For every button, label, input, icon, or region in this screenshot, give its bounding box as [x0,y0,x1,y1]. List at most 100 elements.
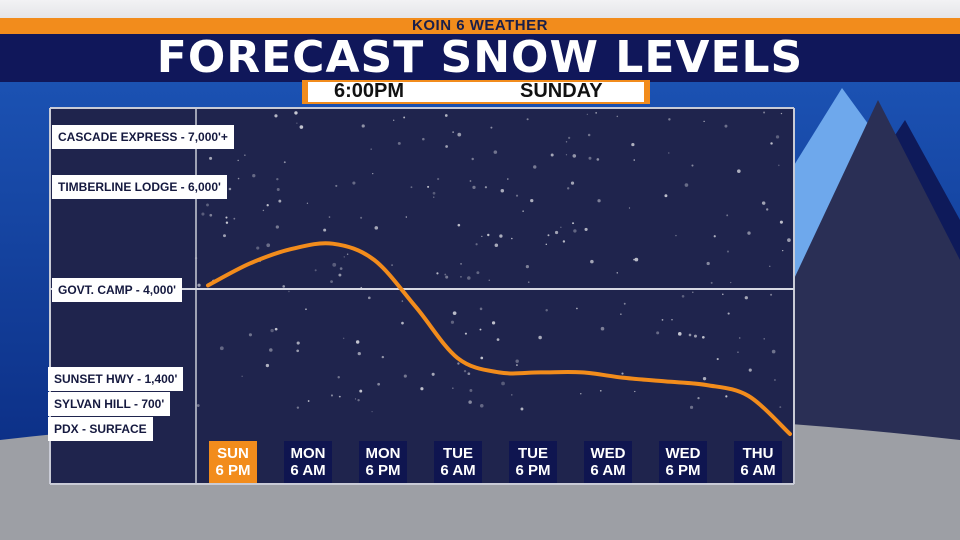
snowflake [209,213,213,217]
snowflake [744,296,748,300]
snowflake [427,185,430,188]
snowflake [296,349,300,353]
snowflake [306,202,309,204]
snowflake [584,227,588,232]
snowflake [233,217,236,220]
x-tick-time: 6 AM [440,462,476,479]
snowflake [634,390,636,393]
snowflake [567,187,570,190]
snowflake [493,150,498,154]
snowflake [241,375,243,378]
snowflake [201,212,205,216]
snowflake [787,238,791,242]
snowflake [716,357,719,361]
snowflake [779,406,782,409]
snowflake [237,159,239,162]
snowflake [725,395,728,398]
snowflake [339,267,343,270]
snowflake [338,273,342,277]
snowflake [209,156,213,160]
snowflake [600,326,605,331]
snowflake [343,256,345,258]
snowflake [237,177,240,180]
snowflake [296,122,298,124]
snowflake [656,331,660,335]
x-tick-time: 6 PM [515,462,551,479]
snowflake [278,199,282,203]
snowflake [511,394,513,396]
snowflake [381,355,385,359]
snowflake [572,222,575,225]
snowflake [771,349,776,354]
snowflake [576,307,578,310]
snowflake [479,404,484,408]
elevation-label: PDX - SURFACE [48,417,153,441]
snowflake [623,302,626,305]
snowflake [197,283,201,287]
snowflake [332,262,337,267]
snowflake [346,253,349,255]
snowflake [779,220,783,224]
snowflake [775,135,780,139]
snowflake [616,115,619,118]
snowflake [703,120,705,122]
snowflake [223,234,226,238]
snowflake [511,237,513,240]
x-tick-day: SUN [217,445,249,462]
snowflake [668,118,671,121]
snowflake [727,312,730,315]
snowflake [206,203,209,207]
snowflake [377,382,381,386]
snowflake [352,181,356,185]
snowflake [494,243,499,247]
snowflake [420,387,424,391]
snowflake [452,311,457,316]
snowflake [689,405,694,409]
snowflake [560,226,562,228]
snowflake [664,194,668,198]
snowflake [252,174,256,178]
snowflake [330,280,333,284]
snowflake [275,225,279,229]
snow-level-line [206,241,792,436]
snowflake [357,351,361,356]
snowflake [479,328,482,331]
snowflake [468,400,472,404]
snowflake [342,337,345,340]
snowflake [766,208,769,211]
snowflake [484,186,488,189]
snowflake [338,395,341,398]
snowflake [692,291,694,293]
snowflake [769,265,771,267]
snowflake [457,362,460,365]
timestamp-panel [308,82,644,102]
x-tick-label: WED 6 AM [584,441,632,483]
snowflake [196,404,200,407]
snowflake [545,243,548,246]
snowflake [266,204,269,207]
snowflake [266,243,271,248]
snowflake [452,131,454,133]
snowflake [729,281,732,284]
title-bar [0,34,960,82]
snowflake [580,393,582,395]
snowflake [587,133,591,137]
x-tick-label: TUE 6 PM [509,441,557,483]
snowflake [675,234,677,237]
snowflake [533,165,537,169]
snowflake [480,356,484,360]
snowflake [681,294,685,298]
snowflake [667,152,670,154]
snowflake [393,119,395,121]
x-tick-time: 6 PM [665,462,701,479]
snowflake [530,198,534,203]
x-tick-label: WED 6 PM [659,441,707,483]
station-label: KOIN 6 WEATHER [412,17,548,34]
snowflake [479,307,483,311]
snowflake [588,156,592,160]
snowflake [761,201,766,205]
snowflake [570,181,575,185]
station-bar [0,18,960,34]
snowflake [432,191,436,195]
snowflake [595,112,598,114]
